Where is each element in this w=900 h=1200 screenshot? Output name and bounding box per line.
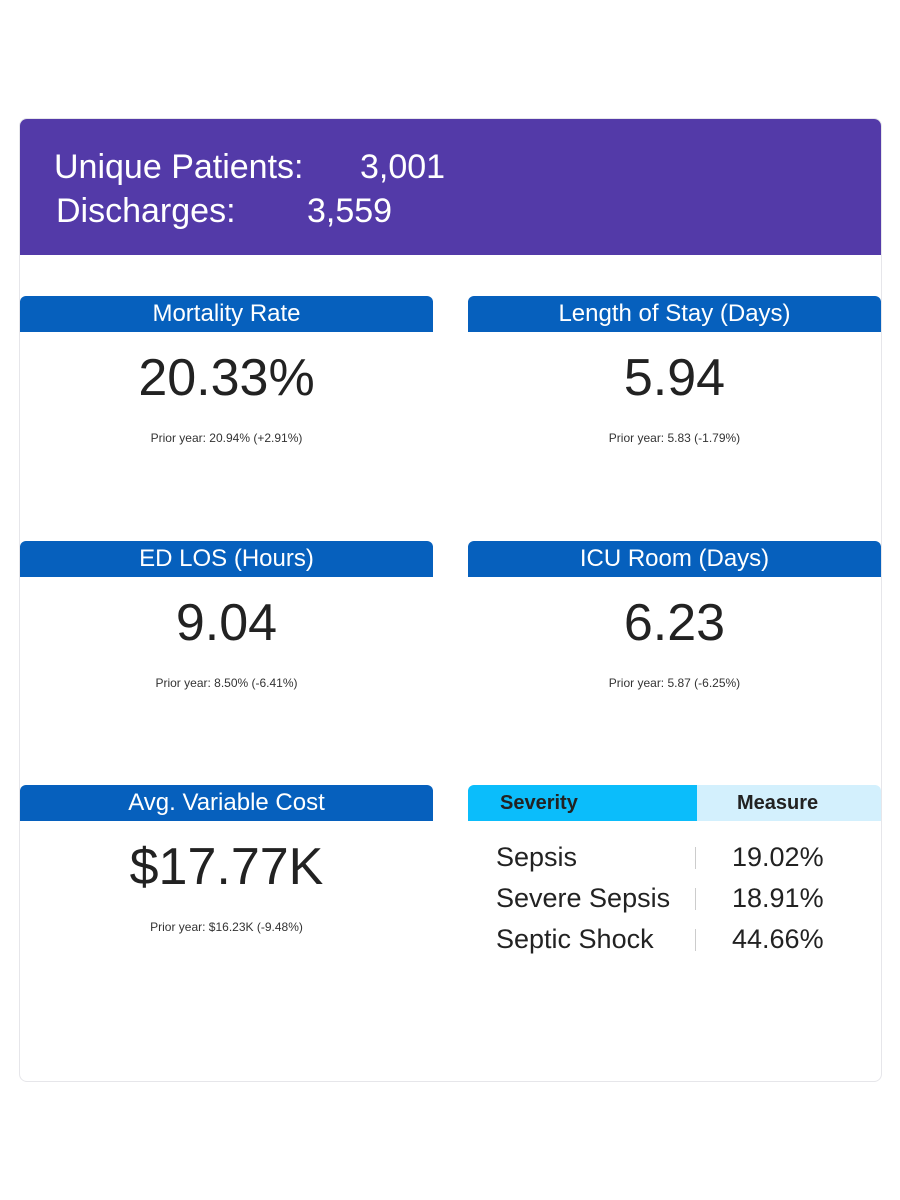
length-of-stay-value: 5.94 bbox=[623, 349, 726, 407]
severity-table: Severity Measure Sepsis 19.02% Severe Se… bbox=[468, 785, 881, 975]
unique-patients-value: 3,001 bbox=[360, 148, 446, 186]
summary-banner: Unique Patients: 3,001 Discharges: 3,559 bbox=[20, 119, 881, 255]
severity-column-header: Severity bbox=[468, 785, 697, 821]
discharges-value: 3,559 bbox=[307, 192, 393, 230]
column-divider bbox=[695, 847, 696, 869]
measure-header-label: Measure bbox=[737, 792, 819, 814]
ed-los-tile: ED LOS (Hours) 9.04 Prior year: 8.50% (-… bbox=[20, 541, 433, 701]
table-row: Sepsis 19.02% bbox=[468, 837, 881, 877]
length-of-stay-title: Length of Stay (Days) bbox=[468, 296, 881, 332]
mortality-rate-prior: Prior year: 20.94% (+2.91%) bbox=[150, 431, 303, 445]
unique-patients-label: Unique Patients: bbox=[54, 148, 304, 186]
variable-cost-value: $17.77K bbox=[129, 838, 324, 896]
icu-room-title: ICU Room (Days) bbox=[468, 541, 881, 577]
icu-room-value: 6.23 bbox=[623, 594, 726, 652]
icu-room-prior: Prior year: 5.87 (-6.25%) bbox=[608, 676, 741, 690]
discharges-label: Discharges: bbox=[56, 192, 236, 230]
variable-cost-tile: Avg. Variable Cost $17.77K Prior year: $… bbox=[20, 785, 433, 945]
column-divider bbox=[695, 888, 696, 910]
severity-measure: 18.91% bbox=[732, 883, 824, 913]
table-row: Septic Shock 44.66% bbox=[468, 919, 881, 959]
length-of-stay-prior: Prior year: 5.83 (-1.79%) bbox=[608, 431, 741, 445]
severity-measure: 44.66% bbox=[732, 924, 824, 954]
ed-los-title: ED LOS (Hours) bbox=[20, 541, 433, 577]
variable-cost-prior: Prior year: $16.23K (-9.48%) bbox=[150, 920, 303, 934]
length-of-stay-tile: Length of Stay (Days) 5.94 Prior year: 5… bbox=[468, 296, 881, 456]
mortality-rate-value: 20.33% bbox=[138, 349, 315, 407]
mortality-rate-tile: Mortality Rate 20.33% Prior year: 20.94%… bbox=[20, 296, 433, 456]
icu-room-tile: ICU Room (Days) 6.23 Prior year: 5.87 (-… bbox=[468, 541, 881, 701]
variable-cost-title: Avg. Variable Cost bbox=[20, 785, 433, 821]
measure-column-header: Measure bbox=[697, 785, 881, 821]
dashboard-card: Unique Patients: 3,001 Discharges: 3,559… bbox=[19, 118, 882, 1082]
ed-los-value: 9.04 bbox=[175, 594, 278, 652]
severity-name: Severe Sepsis bbox=[496, 883, 671, 913]
severity-name: Sepsis bbox=[496, 842, 578, 872]
column-divider bbox=[695, 929, 696, 951]
table-row: Severe Sepsis 18.91% bbox=[468, 878, 881, 918]
severity-measure: 19.02% bbox=[732, 842, 824, 872]
severity-name: Septic Shock bbox=[496, 924, 654, 954]
severity-header-label: Severity bbox=[500, 792, 578, 814]
ed-los-prior: Prior year: 8.50% (-6.41%) bbox=[155, 676, 298, 690]
mortality-rate-title: Mortality Rate bbox=[20, 296, 433, 332]
